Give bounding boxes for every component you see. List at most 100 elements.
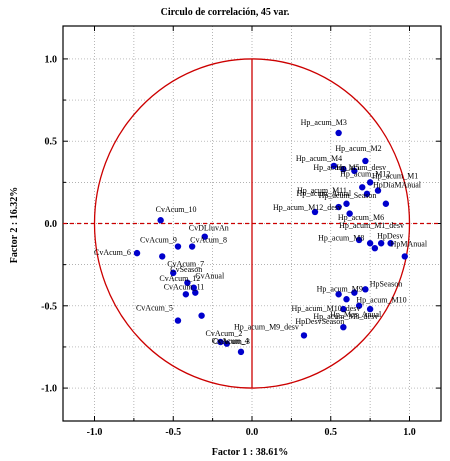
point-label: Hp_acum_M8 (318, 233, 364, 242)
x-axis-label: Factor 1 : 38.61% (212, 447, 288, 458)
point-label: Hp_acum_Anual (297, 189, 352, 198)
point-label: Hp_acum_M12_desv (273, 203, 342, 212)
point-label: Hp_acum_M1_desv (339, 221, 404, 230)
point-label: Hp_acum_M5 (313, 163, 359, 172)
x-tick-label: 1.0 (403, 427, 416, 438)
point-label: HpDiaMAnual (373, 181, 422, 190)
data-point (311, 208, 319, 216)
data-point (330, 162, 338, 170)
data-point (366, 305, 374, 313)
y-tick-label: 1.0 (45, 54, 58, 65)
data-point (355, 302, 363, 309)
data-point (157, 217, 164, 224)
data-point (387, 240, 394, 247)
data-point (217, 338, 224, 346)
data-point (371, 244, 379, 252)
data-point (374, 187, 382, 194)
x-tick-label: 0.0 (246, 427, 259, 438)
data-point (170, 269, 177, 277)
data-point (182, 291, 190, 298)
data-point (351, 289, 358, 296)
point-label: Hp_acum_M8_desv (313, 312, 378, 321)
y-axis-label: Factor 2 : 16.32% (9, 187, 20, 263)
point-label: Hp_acum_M9 (317, 284, 363, 293)
point-label: Hp_acum_M3 (301, 118, 347, 127)
chart-title: Circulo de correlación, 45 var. (161, 7, 290, 18)
point-label: CvAnual (195, 272, 225, 281)
data-point (340, 323, 347, 331)
data-point (362, 286, 369, 293)
y-tick-label: 0.0 (45, 219, 58, 230)
data-point (184, 279, 191, 286)
point-label: CvAcum_2 (206, 329, 243, 338)
data-point (335, 203, 342, 211)
point-label: HpDesvSeason (295, 317, 344, 326)
data-point (401, 253, 408, 260)
point-label: CvDLluvAn (189, 224, 229, 233)
data-point (133, 249, 141, 257)
data-point (351, 167, 358, 175)
point-label: Hp_Mes_Anual (330, 310, 382, 319)
y-tick-label: -1.0 (41, 384, 57, 395)
data-point (382, 200, 390, 207)
point-label: CvAcum_6 (94, 248, 131, 257)
point-label: CvAcum_5 (136, 304, 173, 313)
data-point (237, 348, 245, 356)
data-point (346, 210, 353, 217)
point-label: CvAcum_10 (156, 205, 197, 214)
point-label: CvAcum_7 (167, 259, 204, 268)
point-label: CvAcum_3 (213, 337, 250, 346)
point-label: Hp_acum_desv (336, 163, 386, 172)
data-point (300, 332, 308, 339)
point-label: Hp_acum_Season (319, 191, 377, 200)
data-point (343, 296, 350, 303)
y-tick-label: 0.5 (45, 137, 58, 148)
point-label: Hp_acum_M1 (372, 172, 418, 181)
point-labels: Hp_acum_M3 Hp_acum_M2Hp_acum_M4Hp_acum_M5… (94, 118, 428, 346)
point-label: CvAcum_9 (140, 236, 177, 245)
origin-axes (63, 58, 441, 389)
data-point (174, 317, 182, 324)
data-point (198, 312, 205, 319)
point-label: Hp_acum_M6 (338, 213, 384, 222)
point-label: CvAcum_11 (164, 283, 205, 292)
x-tick-label: 0.5 (325, 427, 338, 438)
point-label: HpSeason (370, 279, 402, 288)
x-tick-label: -1.0 (87, 427, 103, 438)
point-label: CvAcum_8 (190, 236, 227, 245)
data-point (188, 243, 196, 250)
point-label: CvAcum_4 (212, 337, 249, 346)
data-point (192, 289, 199, 296)
data-point (340, 305, 347, 313)
data-points (133, 129, 408, 356)
point-label: Hp_acum_M4 (296, 154, 342, 163)
point-label: Hp_acum_M2 (335, 144, 381, 153)
point-label: Hp_acum_M10 (356, 296, 406, 305)
point-label: Hp_acum_M10_desv (292, 304, 361, 313)
data-point (174, 243, 182, 250)
point-label: CvSeason (170, 265, 202, 274)
point-label: CvAcum_12 (159, 274, 200, 283)
point-label: Hp_acum_M12 (340, 169, 390, 178)
x-tick-label: -0.5 (165, 427, 181, 438)
unit-circle (93, 58, 411, 389)
point-label: HpMAnual (391, 239, 428, 248)
point-label: HpDesv (377, 231, 403, 240)
y-tick-label: -0.5 (41, 301, 57, 312)
data-point (366, 240, 374, 247)
data-point (377, 240, 385, 247)
data-point (335, 129, 342, 137)
data-point (359, 184, 366, 191)
data-point (343, 200, 350, 207)
data-point (335, 291, 342, 298)
data-point (340, 165, 347, 173)
data-point (355, 236, 363, 244)
data-point (362, 157, 369, 165)
data-point (190, 284, 197, 291)
data-point (201, 233, 208, 240)
data-point (159, 253, 166, 260)
data-point (366, 179, 374, 186)
data-point (363, 190, 371, 198)
point-label: Hp_acum_M11 (297, 186, 347, 195)
